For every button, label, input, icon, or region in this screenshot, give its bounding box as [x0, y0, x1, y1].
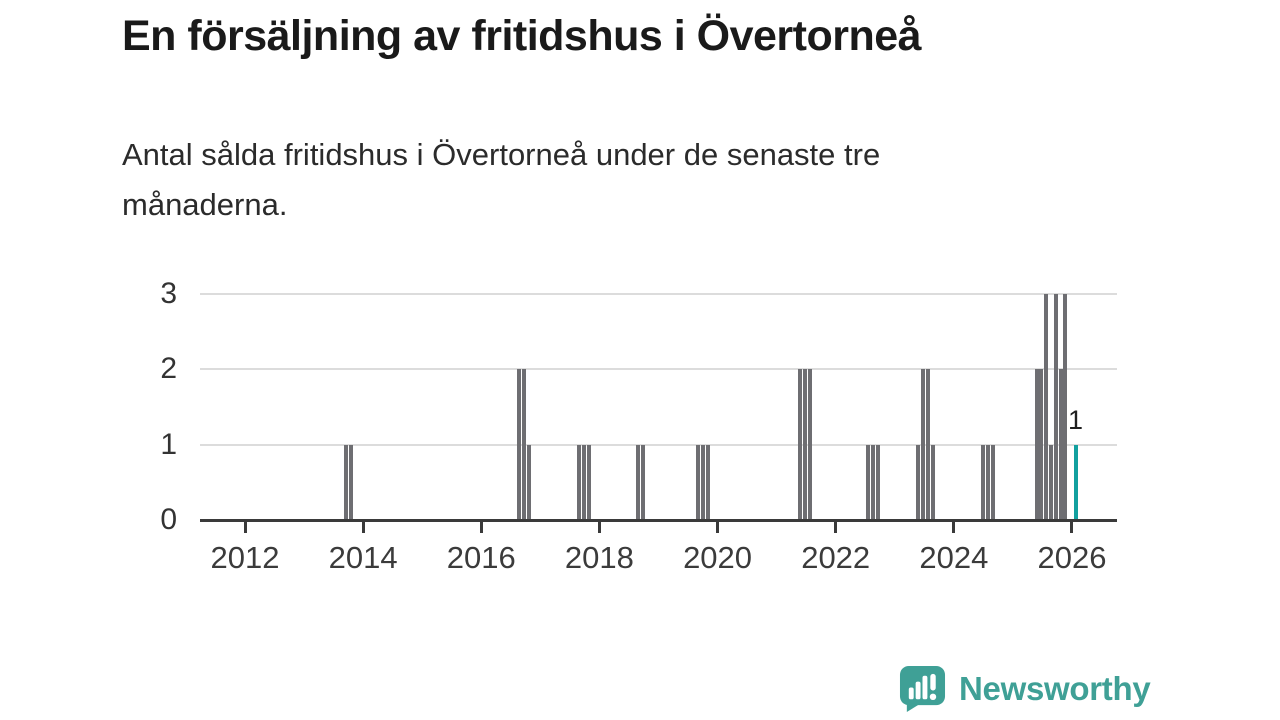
- bar: [1039, 369, 1044, 520]
- bar-highlight: [1073, 445, 1078, 520]
- bar: [798, 369, 803, 520]
- bar: [870, 445, 875, 520]
- newsworthy-wordmark: Newsworthy: [959, 669, 1151, 707]
- x-axis-label: 2024: [919, 540, 989, 575]
- x-axis-tick: [1070, 522, 1074, 533]
- gridline-y2: [200, 368, 1117, 370]
- bar: [636, 445, 641, 520]
- bar: [802, 369, 807, 520]
- bar: [1063, 294, 1068, 520]
- gridline-y1: [200, 444, 1117, 446]
- x-axis-line: [200, 519, 1117, 522]
- bar: [1043, 294, 1048, 520]
- bar: [344, 445, 348, 520]
- bar: [916, 445, 921, 520]
- bar: [986, 445, 991, 520]
- x-axis-tick: [952, 522, 956, 533]
- bar: [577, 445, 582, 520]
- y-axis-label: 2: [160, 352, 177, 385]
- gridline-y3: [200, 293, 1117, 295]
- bar: [875, 445, 880, 520]
- page-title: En försäljning av fritidshus i Övertorne…: [122, 12, 922, 60]
- bar: [700, 445, 705, 520]
- bar: [921, 369, 926, 520]
- bar: [349, 445, 354, 520]
- y-axis-label: 0: [160, 503, 177, 536]
- bar: [1034, 369, 1039, 520]
- bar: [866, 445, 871, 520]
- chart-subtitle: Antal sålda fritidshus i Övertorneå unde…: [122, 137, 881, 222]
- bar: [1048, 445, 1053, 520]
- x-axis-tick: [361, 522, 365, 533]
- bar: [930, 445, 935, 520]
- newsworthy-logo: Newsworthy: [899, 665, 1151, 712]
- x-axis-tick: [479, 522, 483, 533]
- bar: [981, 445, 986, 520]
- bar: [1058, 369, 1063, 520]
- bar: [521, 369, 526, 520]
- bar: [925, 369, 930, 520]
- bar-chart: 1 0 1 2 3 2012 2014 2016 2018 2020 2022 2024 2026: [160, 277, 1117, 575]
- x-axis-label: 2014: [328, 540, 398, 575]
- value-label: 1: [1068, 405, 1084, 435]
- newsworthy-icon: [899, 665, 946, 712]
- bar: [807, 369, 812, 520]
- y-axis-label: 3: [160, 277, 177, 310]
- x-axis-label: 2020: [683, 540, 753, 575]
- x-axis-tick: [834, 522, 838, 533]
- bar: [517, 369, 522, 520]
- x-axis-tick: [243, 522, 247, 533]
- bar: [582, 445, 587, 520]
- y-axis-label: 1: [160, 428, 177, 461]
- x-axis-tick: [716, 522, 720, 533]
- bar: [705, 445, 710, 520]
- x-axis-label: 2018: [564, 540, 634, 575]
- bar: [696, 445, 701, 520]
- x-axis-tick: [597, 522, 601, 533]
- bar: [1054, 294, 1059, 520]
- bar: [587, 445, 592, 520]
- x-axis-label: 2022: [801, 540, 871, 575]
- x-axis-label: 2026: [1037, 540, 1107, 575]
- x-axis-label: 2016: [446, 540, 516, 575]
- bar: [527, 445, 532, 520]
- x-axis-label: 2012: [210, 540, 280, 575]
- bar: [641, 445, 646, 520]
- bar: [990, 445, 995, 520]
